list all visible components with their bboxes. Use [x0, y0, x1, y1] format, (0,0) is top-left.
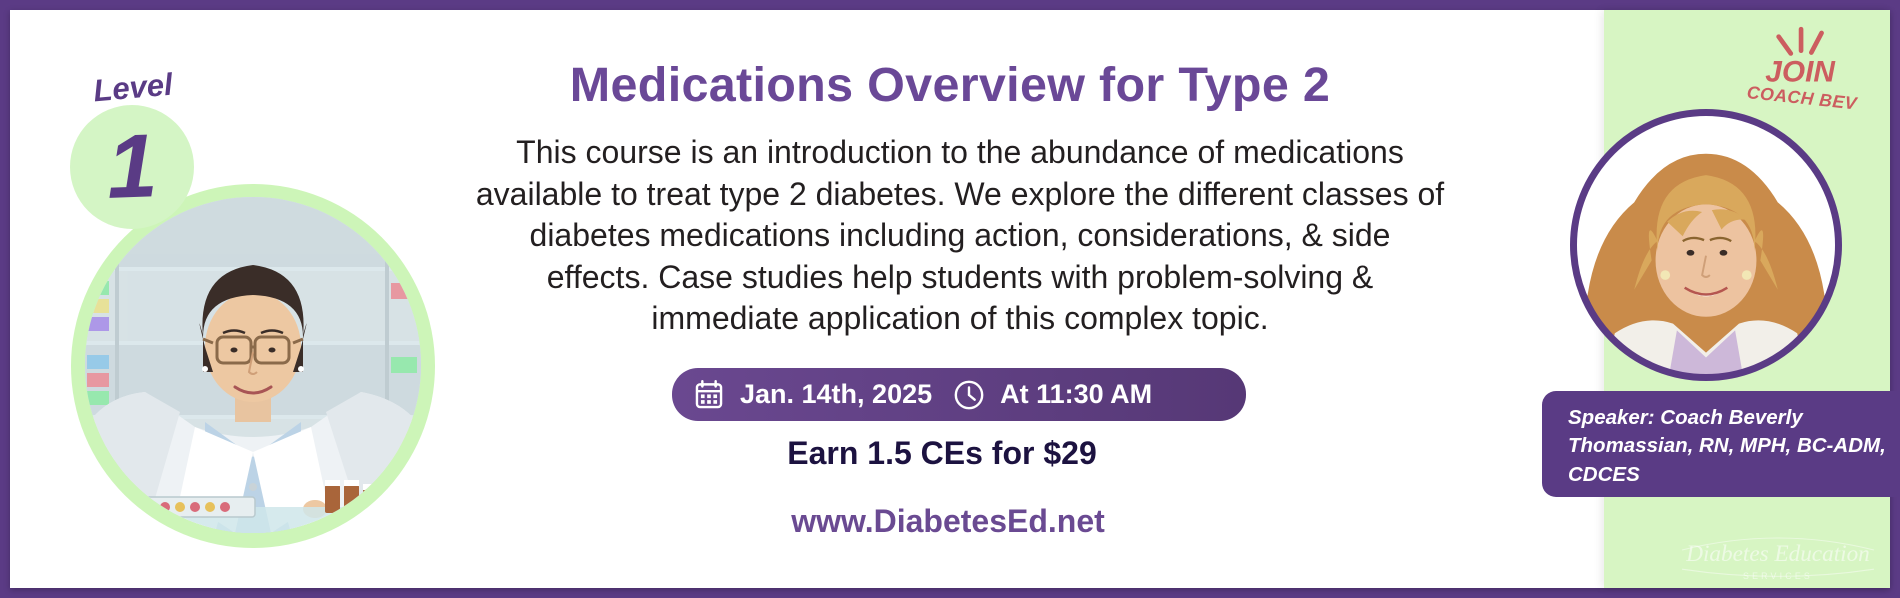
svg-text:Diabetes Education: Diabetes Education	[1685, 541, 1870, 567]
svg-text:JOIN: JOIN	[1765, 55, 1836, 88]
